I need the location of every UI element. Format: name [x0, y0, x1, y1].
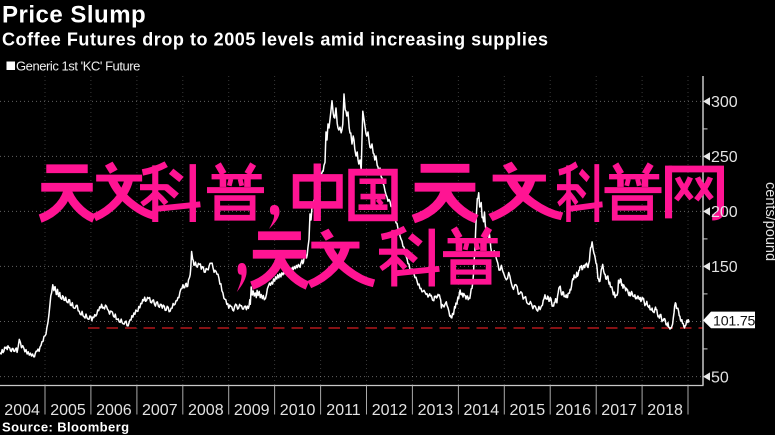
svg-text:cents/pound: cents/pound	[762, 182, 775, 261]
svg-text:2008: 2008	[188, 402, 224, 419]
svg-text:Coffee Futures drop to 2005 le: Coffee Futures drop to 2005 levels amid …	[2, 30, 549, 50]
svg-text:2009: 2009	[234, 402, 270, 419]
svg-text:2004: 2004	[4, 402, 40, 419]
svg-text:2015: 2015	[510, 402, 546, 419]
svg-text:2011: 2011	[326, 402, 361, 419]
svg-text:250: 250	[711, 149, 738, 166]
svg-text:2016: 2016	[555, 402, 591, 419]
svg-text:2005: 2005	[50, 402, 86, 419]
svg-text:200: 200	[711, 204, 738, 221]
svg-text:Source: Bloomberg: Source: Bloomberg	[2, 420, 129, 435]
svg-text:2017: 2017	[601, 402, 637, 419]
svg-text:2013: 2013	[418, 402, 454, 419]
svg-text:50: 50	[711, 369, 729, 386]
svg-text:Generic 1st 'KC' Future: Generic 1st 'KC' Future	[16, 59, 140, 74]
svg-text:300: 300	[711, 94, 738, 111]
svg-text:2006: 2006	[96, 402, 132, 419]
svg-text:2010: 2010	[280, 402, 316, 419]
svg-text:Price Slump: Price Slump	[2, 2, 146, 29]
svg-text:2007: 2007	[142, 402, 178, 419]
svg-text:2014: 2014	[464, 402, 500, 419]
svg-text:2012: 2012	[372, 402, 408, 419]
svg-text:150: 150	[711, 259, 738, 276]
svg-text:2018: 2018	[647, 402, 683, 419]
svg-text:101.75: 101.75	[713, 314, 756, 330]
